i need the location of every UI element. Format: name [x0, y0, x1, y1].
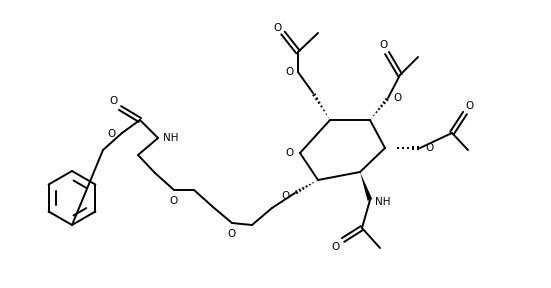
Text: O: O	[285, 67, 293, 77]
Text: O: O	[282, 191, 290, 201]
Text: O: O	[109, 96, 117, 106]
Text: O: O	[169, 196, 177, 206]
Text: O: O	[227, 229, 235, 239]
Polygon shape	[360, 172, 372, 201]
Text: O: O	[108, 129, 116, 139]
Text: O: O	[273, 23, 281, 33]
Text: O: O	[425, 143, 433, 153]
Text: O: O	[393, 93, 401, 103]
Text: O: O	[331, 242, 339, 252]
Text: NH: NH	[163, 133, 179, 143]
Text: O: O	[379, 40, 387, 50]
Text: O: O	[466, 101, 474, 111]
Text: NH: NH	[375, 197, 391, 207]
Text: O: O	[286, 148, 294, 158]
